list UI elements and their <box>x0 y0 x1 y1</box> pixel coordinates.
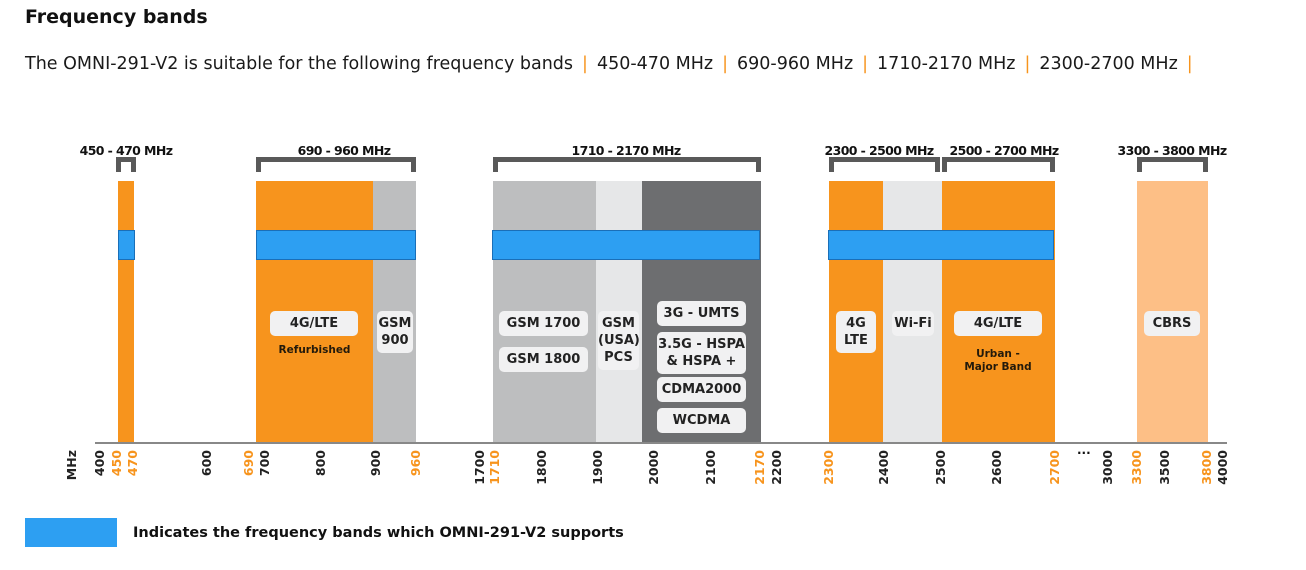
tick-label: 1710 <box>487 450 502 485</box>
description-text: The OMNI-291-V2 is suitable for the foll… <box>25 54 574 74</box>
supported-bar <box>492 230 760 260</box>
tick-label: 2300 <box>821 450 836 485</box>
tick-label: 400 <box>92 450 107 477</box>
tick-label: 1800 <box>534 450 549 485</box>
supported-bar <box>828 230 1054 260</box>
label-cbrs: CBRS <box>1144 311 1200 336</box>
label-gsm1800: GSM 1800 <box>499 347 588 372</box>
tick-label: 2600 <box>989 450 1004 485</box>
label-lte-urban: 4G/LTE <box>954 311 1042 336</box>
separator: | <box>582 54 588 74</box>
bracket <box>942 157 1055 172</box>
band-text: 2300-2700 MHz <box>1039 54 1178 74</box>
bracket-label: 2500 - 2700 MHz <box>949 143 1060 158</box>
bracket-label: 450 - 470 MHz <box>79 143 173 158</box>
tick-label: 2700 <box>1047 450 1062 485</box>
tick-label: 2500 <box>933 450 948 485</box>
bracket-label: 690 - 960 MHz <box>297 143 391 158</box>
label-wcdma: WCDMA <box>657 408 746 433</box>
tick-label: 2170 <box>752 450 767 485</box>
tick-label: 1700 <box>472 450 487 485</box>
legend-swatch <box>25 518 117 547</box>
label-lte: 4G/LTE <box>270 311 358 336</box>
tick-label: 2200 <box>769 450 784 485</box>
tick-label: 4000 <box>1215 450 1230 485</box>
band-text: 1710-2170 MHz <box>877 54 1016 74</box>
tick-label: 700 <box>257 450 272 477</box>
description: The OMNI-291-V2 is suitable for the foll… <box>25 54 1202 74</box>
label-gsm-pcs: GSM (USA) PCS <box>598 311 640 370</box>
tick-label: 2100 <box>703 450 718 485</box>
band-text: 690-960 MHz <box>737 54 854 74</box>
tick-label: 1900 <box>590 450 605 485</box>
tick-label: 800 <box>313 450 328 477</box>
label-refurbished: Refurbished <box>278 344 351 356</box>
supported-bar <box>256 230 416 260</box>
tick-label: 960 <box>408 450 423 477</box>
separator: | <box>722 54 728 74</box>
bracket-label: 1710 - 2170 MHz <box>571 143 682 158</box>
tick-label: 2400 <box>876 450 891 485</box>
bracket-label: 2300 - 2500 MHz <box>824 143 935 158</box>
separator: | <box>1186 54 1193 74</box>
band-450-470 <box>118 181 134 443</box>
tick-label: 3300 <box>1129 450 1144 485</box>
band-text: 450-470 MHz <box>596 54 714 74</box>
x-axis <box>95 442 1227 444</box>
tick-label: 3500 <box>1157 450 1172 485</box>
supported-bar <box>118 230 135 260</box>
bracket-label: 3300 - 3800 MHz <box>1117 143 1228 158</box>
separator: | <box>1024 54 1031 74</box>
label-hspa: 3.5G - HSPA & HSPA + <box>657 332 746 374</box>
bracket <box>1137 157 1208 172</box>
bracket <box>829 157 940 172</box>
separator: | <box>862 54 869 74</box>
label-umts: 3G - UMTS <box>657 301 746 326</box>
tick-label: 900 <box>368 450 383 477</box>
label-4g-lte: 4G LTE <box>836 311 876 353</box>
label-gsm900: GSM 900 <box>377 311 413 353</box>
tick-label: 600 <box>199 450 214 477</box>
label-urban-major-band: Urban - Major Band <box>964 348 1032 373</box>
tick-label: 2000 <box>646 450 661 485</box>
label-wifi: Wi-Fi <box>892 311 934 336</box>
axis-unit: MHz <box>64 450 79 481</box>
bracket <box>256 157 416 172</box>
bracket <box>116 157 136 172</box>
tick-label: 690 <box>241 450 256 477</box>
tick-label: 3000 <box>1100 450 1115 485</box>
label-gsm1700: GSM 1700 <box>499 311 588 336</box>
page-title: Frequency bands <box>25 6 208 28</box>
legend-text: Indicates the frequency bands which OMNI… <box>133 525 624 541</box>
tick-label: 450 <box>109 450 124 477</box>
label-cdma2000: CDMA2000 <box>657 377 746 402</box>
tick-label: 470 <box>125 450 140 477</box>
tick-label: 3800 <box>1199 450 1214 485</box>
bracket <box>493 157 761 172</box>
axis-break: ... <box>1077 443 1091 457</box>
